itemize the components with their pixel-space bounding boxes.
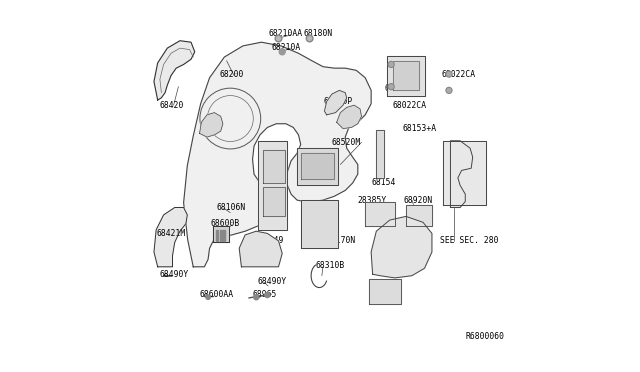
Circle shape [253,295,259,300]
Polygon shape [301,153,334,179]
Text: 68520: 68520 [374,292,398,301]
Text: 68420: 68420 [160,101,184,110]
Text: 68153: 68153 [454,160,479,169]
Circle shape [389,62,393,66]
Text: 68490Y: 68490Y [258,277,287,286]
Polygon shape [154,208,188,267]
Circle shape [446,87,452,93]
Text: 68920N: 68920N [403,196,433,205]
Text: 68249: 68249 [260,236,284,246]
Circle shape [447,89,451,92]
Text: 68180N: 68180N [303,29,333,38]
Text: 68965: 68965 [253,290,277,299]
Bar [223,231,225,241]
Circle shape [279,49,285,55]
Text: 68200: 68200 [220,70,244,79]
Polygon shape [184,42,371,267]
Text: 68210A: 68210A [271,42,300,51]
Text: 68600AA: 68600AA [200,290,234,299]
Circle shape [276,37,280,40]
Text: 68310B: 68310B [316,261,345,270]
Polygon shape [262,150,285,183]
Text: 68153+A: 68153+A [403,124,436,133]
Circle shape [307,35,313,42]
Circle shape [265,292,270,298]
Polygon shape [154,41,195,100]
Text: 68420P: 68420P [324,97,353,106]
Polygon shape [200,113,223,137]
Text: 68022CA: 68022CA [392,101,426,110]
Text: SEE SEC. 280: SEE SEC. 280 [440,236,499,246]
Polygon shape [376,130,384,178]
Circle shape [447,72,451,76]
Circle shape [308,37,312,40]
Circle shape [206,295,211,299]
Polygon shape [369,279,401,304]
Text: 68520M: 68520M [331,138,360,147]
Text: 68022C: 68022C [385,84,414,93]
Polygon shape [297,148,338,185]
Polygon shape [213,226,229,242]
Polygon shape [365,202,395,226]
Text: R6800060: R6800060 [465,331,504,341]
Circle shape [388,84,394,90]
Text: 68490Y: 68490Y [160,270,189,279]
Text: 68154: 68154 [372,178,396,187]
Circle shape [389,85,393,89]
Text: 28385Y: 28385Y [357,196,387,205]
Polygon shape [406,205,432,226]
Polygon shape [239,231,282,267]
Polygon shape [443,141,486,205]
Text: 68022C: 68022C [394,61,424,70]
Polygon shape [387,55,424,96]
Text: 68600B: 68600B [211,219,240,228]
Circle shape [275,35,282,42]
Text: 68921N: 68921N [394,228,424,237]
Circle shape [388,61,394,67]
Text: 68421M: 68421M [157,229,186,238]
Polygon shape [324,90,347,115]
Polygon shape [451,141,473,208]
Bar [216,231,218,241]
Polygon shape [371,217,432,278]
Text: 68106N: 68106N [217,203,246,212]
Polygon shape [301,200,338,248]
Polygon shape [337,105,362,129]
Text: 68210AA: 68210AA [268,29,302,38]
Circle shape [446,71,452,77]
Polygon shape [258,141,287,230]
Polygon shape [394,61,419,90]
Text: 68022CA: 68022CA [442,70,476,78]
Bar [220,231,222,241]
Polygon shape [262,187,285,217]
Text: 68170N: 68170N [326,236,356,246]
